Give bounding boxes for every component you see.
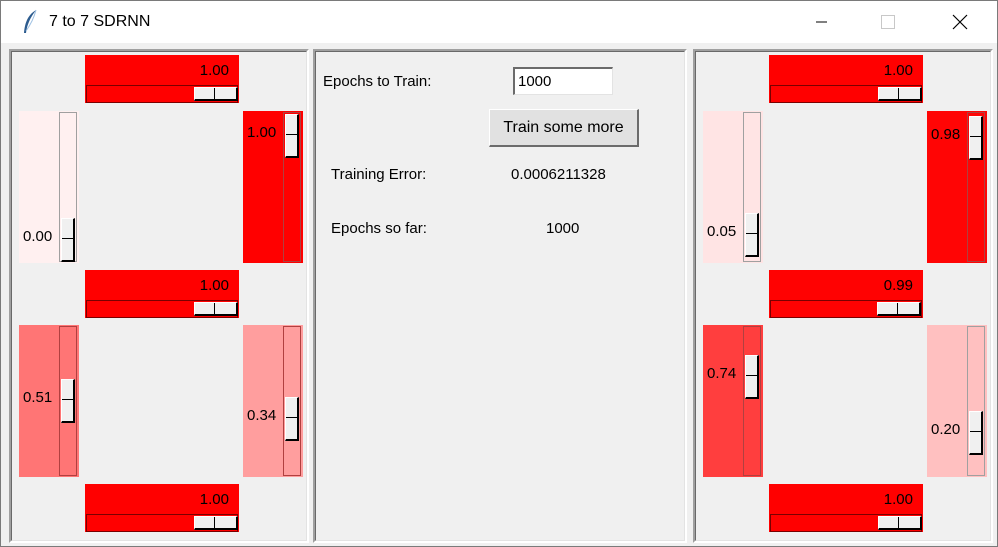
- input-segment-middle: 1.00: [85, 270, 239, 318]
- segment-value-label: 0.74: [707, 365, 737, 383]
- input-segment-top-right: 1.00: [243, 111, 303, 263]
- slider-trough[interactable]: [967, 326, 985, 476]
- epochs-so-far-value: 1000: [546, 220, 580, 237]
- segment-value-label: 1.00: [883, 491, 913, 508]
- minimize-icon: [816, 21, 827, 23]
- epochs-to-train-label: Epochs to Train:: [323, 73, 432, 90]
- output-segment-top-right: 0.98: [927, 111, 987, 263]
- slider-trough[interactable]: [967, 112, 985, 262]
- input-segment-bottom-left: 0.51: [19, 325, 79, 477]
- maximize-icon: [881, 15, 895, 29]
- close-icon: [952, 14, 968, 30]
- segment-value-label: 1.00: [199, 62, 229, 79]
- feather-icon: [24, 9, 37, 33]
- slider-trough[interactable]: [86, 85, 238, 103]
- epochs-so-far-label: Epochs so far:: [331, 220, 427, 237]
- slider-thumb[interactable]: [285, 396, 299, 441]
- training-error-label: Training Error:: [331, 166, 427, 183]
- slider-trough[interactable]: [770, 85, 922, 103]
- maximize-button[interactable]: [865, 1, 911, 43]
- slider-thumb[interactable]: [969, 411, 983, 456]
- control-panel: Epochs to Train: Train some more Trainin…: [313, 49, 687, 543]
- slider-thumb[interactable]: [876, 302, 921, 316]
- segment-value-label: 0.51: [23, 388, 53, 406]
- output-display-panel: 1.00 0.99 1.00 0.05 0.98 0.74 0.20: [693, 49, 993, 543]
- slider-trough[interactable]: [283, 112, 301, 262]
- segment-value-label: 0.99: [883, 277, 913, 294]
- input-display-panel: 1.00 1.00 1.00 0.00 1.00 0.51 0.34: [9, 49, 309, 543]
- segment-value-label: 1.00: [883, 62, 913, 79]
- slider-thumb[interactable]: [745, 355, 759, 400]
- slider-thumb[interactable]: [194, 302, 238, 316]
- input-segment-bottom: 1.00: [85, 484, 239, 532]
- slider-thumb[interactable]: [285, 114, 299, 158]
- output-segment-bottom-right: 0.20: [927, 325, 987, 477]
- output-segment-top: 1.00: [769, 55, 923, 103]
- input-segment-top: 1.00: [85, 55, 239, 103]
- segment-value-label: 0.05: [707, 222, 737, 240]
- slider-trough[interactable]: [59, 326, 77, 476]
- segment-value-label: 0.20: [931, 421, 961, 439]
- slider-trough[interactable]: [86, 514, 238, 532]
- input-segment-top-left: 0.00: [19, 111, 79, 263]
- segment-value-label: 1.00: [199, 491, 229, 508]
- slider-thumb[interactable]: [745, 212, 759, 257]
- slider-thumb[interactable]: [61, 378, 75, 423]
- slider-thumb[interactable]: [969, 116, 983, 161]
- output-segment-bottom: 1.00: [769, 484, 923, 532]
- segment-value-label: 0.34: [247, 406, 277, 424]
- segment-value-label: 1.00: [199, 277, 229, 294]
- slider-thumb[interactable]: [878, 516, 922, 530]
- input-segment-bottom-right: 0.34: [243, 325, 303, 477]
- slider-thumb[interactable]: [61, 218, 75, 262]
- minimize-button[interactable]: [799, 1, 845, 43]
- slider-trough[interactable]: [743, 326, 761, 476]
- close-button[interactable]: [937, 1, 983, 43]
- title-bar: 7 to 7 SDRNN: [1, 1, 997, 43]
- slider-thumb[interactable]: [878, 87, 922, 101]
- content-area: 1.00 1.00 1.00 0.00 1.00 0.51 0.34 Epochs to T…: [5, 43, 993, 543]
- training-error-value: 0.0006211328: [511, 166, 606, 183]
- slider-trough[interactable]: [59, 112, 77, 262]
- slider-trough[interactable]: [770, 300, 922, 318]
- output-segment-top-left: 0.05: [703, 111, 763, 263]
- slider-trough[interactable]: [743, 112, 761, 262]
- epochs-to-train-input[interactable]: [513, 67, 613, 95]
- slider-trough[interactable]: [283, 326, 301, 476]
- window-title: 7 to 7 SDRNN: [49, 13, 151, 30]
- output-segment-bottom-left: 0.74: [703, 325, 763, 477]
- segment-value-label: 1.00: [247, 124, 277, 141]
- slider-trough[interactable]: [770, 514, 922, 532]
- train-some-more-button[interactable]: Train some more: [489, 109, 639, 147]
- segment-value-label: 0.98: [931, 126, 961, 144]
- segment-value-label: 0.00: [23, 228, 53, 245]
- output-segment-middle: 0.99: [769, 270, 923, 318]
- slider-trough[interactable]: [86, 300, 238, 318]
- slider-thumb[interactable]: [194, 516, 238, 530]
- slider-thumb[interactable]: [194, 87, 238, 101]
